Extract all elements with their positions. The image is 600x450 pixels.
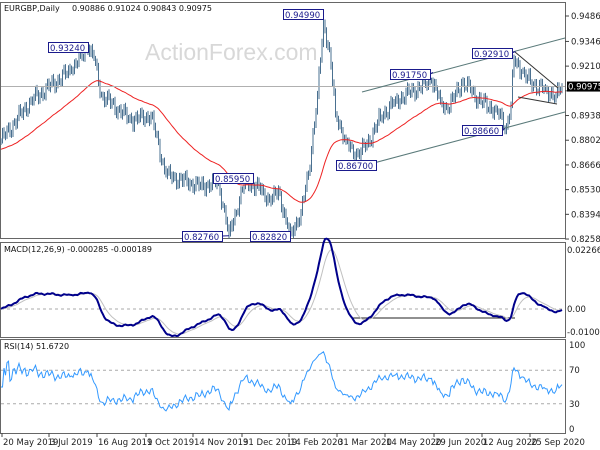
rsi-layer — [1, 351, 565, 412]
annotation-label: 0.82820 — [252, 233, 287, 243]
price-annotation: 0.92910 — [472, 48, 516, 60]
macd-tick-label: 0.00 — [567, 305, 586, 315]
channel-line — [361, 37, 566, 93]
x-tick-label: 29 Jun 2020 — [435, 438, 486, 448]
rsi-title: RSI(14) 51.6720 — [4, 342, 69, 351]
x-tick-label: 31 Mar 2020 — [338, 438, 392, 448]
price-annotation: 0.82760 — [182, 231, 230, 243]
annotation-label: 0.91750 — [392, 71, 427, 81]
triangle-line — [517, 96, 558, 105]
x-tick-label: 3 Jul 2019 — [50, 438, 93, 448]
price-annotation: 0.88660 — [462, 125, 506, 137]
x-tick-label: 14 May 2020 — [386, 438, 441, 448]
x-tick-label: 12 Aug 2020 — [483, 438, 537, 448]
annotation-label: 0.94990 — [285, 11, 320, 21]
annotation-box — [48, 42, 89, 53]
x-tick-label: 16 Aug 2019 — [98, 438, 152, 448]
annotation-box — [472, 48, 513, 59]
current-price-box — [567, 81, 600, 92]
price-annotation: 0.85950 — [213, 173, 254, 185]
moving-average-line — [0, 80, 563, 203]
rsi-tick-label: 70 — [569, 366, 580, 376]
annotation-box — [250, 231, 291, 242]
macd-tick-label: -0.010052 — [567, 328, 600, 338]
price-annotation: 0.86700 — [336, 160, 377, 172]
annotation-label: 0.82760 — [184, 233, 219, 243]
price-annotation: 0.94990 — [283, 9, 324, 21]
macd-tick-label: 0.022662 — [567, 246, 600, 256]
rsi-line — [1, 351, 563, 412]
price-annotation: 0.93240 — [48, 42, 89, 54]
current-price-label: 0.90975 — [568, 83, 600, 93]
ohlc-readout: 0.90886 0.91024 0.90843 0.90975 — [72, 4, 212, 13]
annotation-label: 0.88660 — [464, 127, 499, 137]
x-tick-label: 14 Feb 2020 — [290, 438, 343, 448]
annotation-label: 0.85950 — [215, 175, 250, 185]
annotation-box — [283, 9, 324, 20]
annotation-box — [390, 69, 431, 80]
annotation-box — [213, 173, 254, 184]
symbol-title: EURGBP,Daily — [4, 4, 60, 13]
price-annotation: 0.91750 — [390, 69, 434, 81]
annotation-box — [336, 160, 377, 171]
x-tick-label: 31 Dec 2019 — [243, 438, 297, 448]
rsi-tick-label: 0 — [569, 425, 574, 435]
price-annotation: 0.82820 — [250, 231, 291, 243]
channel-line — [369, 111, 566, 165]
macd-layer — [0, 237, 565, 338]
rsi-tick-label: 30 — [569, 400, 580, 410]
rsi-tick-label: 100 — [569, 341, 585, 351]
macd-title: MACD(12,26,9) -0.000285 -0.000189 — [4, 245, 152, 254]
annotation-label: 0.86700 — [338, 162, 373, 172]
x-tick-label: 25 Sep 2020 — [531, 438, 585, 448]
watermark: ActionForex.com — [145, 39, 318, 65]
rsi-panel — [0, 339, 566, 434]
macd-panel — [0, 242, 566, 338]
annotation-box — [182, 231, 223, 242]
triangle-line — [514, 51, 559, 89]
x-tick-label: 1 Oct 2019 — [147, 438, 194, 448]
macd-line — [0, 237, 563, 338]
price-layer: 0.93240 0.94990 0.85950 0.82760 0.82820 0.867… — [0, 9, 566, 243]
annotation-box — [462, 125, 503, 136]
x-tick-label: 20 May 2019 — [3, 438, 58, 448]
annotation-label: 0.93240 — [50, 44, 85, 54]
annotation-label: 0.92910 — [474, 50, 509, 60]
x-tick-label: 14 Nov 2019 — [194, 438, 248, 448]
